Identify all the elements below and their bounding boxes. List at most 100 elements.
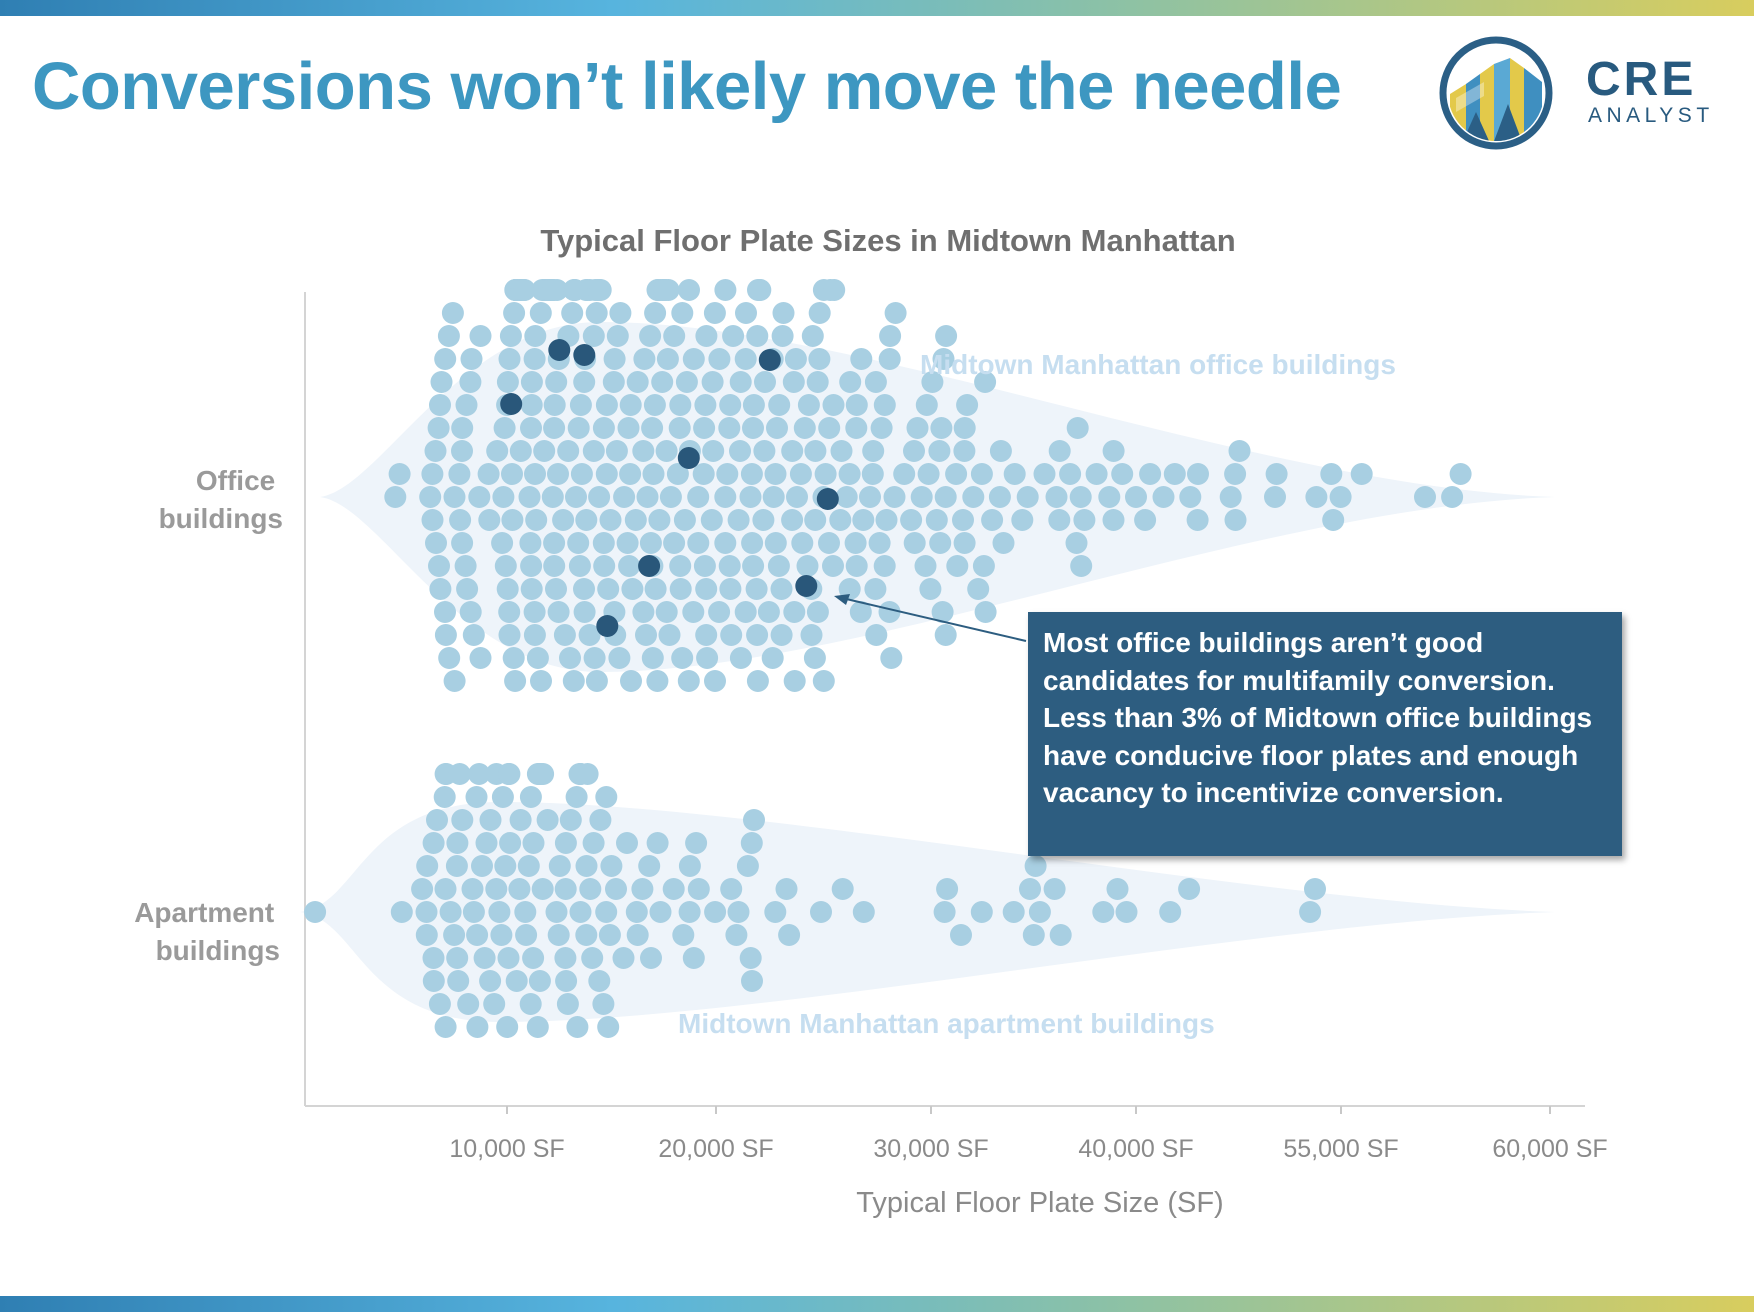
data-point [692,463,715,485]
data-point [718,555,741,577]
data-point [438,647,461,669]
data-point [411,878,434,900]
x-tick-label: 40,000 SF [1078,1135,1193,1163]
data-point [1019,878,1041,900]
data-point [595,394,618,416]
data-point [530,670,552,692]
data-point [950,924,972,946]
data-point [1102,440,1125,462]
data-point [639,325,662,347]
data-point [461,878,484,900]
data-point [974,601,997,623]
data-point [746,325,769,347]
data-point [503,302,526,324]
highlighted-data-point [638,555,661,577]
data-point [893,463,916,485]
data-point [446,832,469,854]
data-point [835,486,858,508]
logo-text-cre: CRE [1586,53,1697,106]
data-point [746,624,769,646]
data-point [1441,486,1464,508]
data-point [504,670,527,692]
data-point [468,763,491,785]
data-point [1264,486,1286,508]
data-point [598,924,621,946]
data-point [524,463,546,485]
data-point [1106,878,1129,900]
data-point [682,348,705,370]
highlighted-data-point [500,393,523,415]
data-point [945,463,968,485]
data-point [929,532,952,554]
category-label-office: Office buildings [159,465,283,534]
data-point [766,417,788,439]
data-point [672,924,695,946]
data-point [419,486,442,508]
data-point [734,348,757,370]
data-point [451,809,474,831]
data-point [1299,901,1322,923]
data-point [989,440,1012,462]
data-point [992,532,1015,554]
data-point [605,440,628,462]
data-point [719,394,742,416]
data-point [770,624,793,646]
data-point [1092,901,1115,923]
data-point [1224,509,1247,531]
data-point [875,509,898,531]
data-point [491,532,514,554]
data-point [767,555,790,577]
data-point [494,555,517,577]
data-point [547,463,569,485]
data-point [632,440,655,462]
data-point [579,878,602,900]
data-point [687,486,710,508]
data-point [953,440,976,462]
highlighted-data-point [596,615,619,637]
data-point [1098,486,1121,508]
data-point [548,855,571,877]
data-point [443,924,466,946]
data-point [488,901,511,923]
data-point [428,993,451,1015]
data-point [903,532,926,554]
data-point [1002,901,1025,923]
data-point [786,486,808,508]
data-point [741,970,763,992]
data-point [523,624,546,646]
data-point [443,670,466,692]
data-point [543,394,566,416]
data-point [838,463,861,485]
data-point [595,901,618,923]
data-point [678,855,701,877]
data-point [702,440,725,462]
data-point [543,532,566,554]
data-point [632,601,655,623]
data-point [597,1016,620,1038]
data-point [616,832,638,854]
data-point [749,279,772,301]
data-point [626,924,649,946]
data-point [536,809,559,831]
data-point [466,1016,489,1038]
data-point [592,993,615,1015]
data-point [704,901,727,923]
data-point [806,371,829,393]
data-point [561,302,584,324]
data-point [626,371,649,393]
apartment-series-label: Midtown Manhattan apartment buildings [678,1008,1215,1039]
data-point [1304,878,1326,900]
data-point [739,947,762,969]
highlighted-data-point [758,349,781,371]
data-point [754,371,776,393]
data-point [497,947,520,969]
data-point [919,578,942,600]
data-point [659,486,682,508]
data-point [727,901,750,923]
data-point [477,463,500,485]
data-point [499,832,522,854]
data-point [771,325,794,347]
data-point [384,486,407,508]
data-point [804,509,827,531]
data-point [429,394,451,416]
